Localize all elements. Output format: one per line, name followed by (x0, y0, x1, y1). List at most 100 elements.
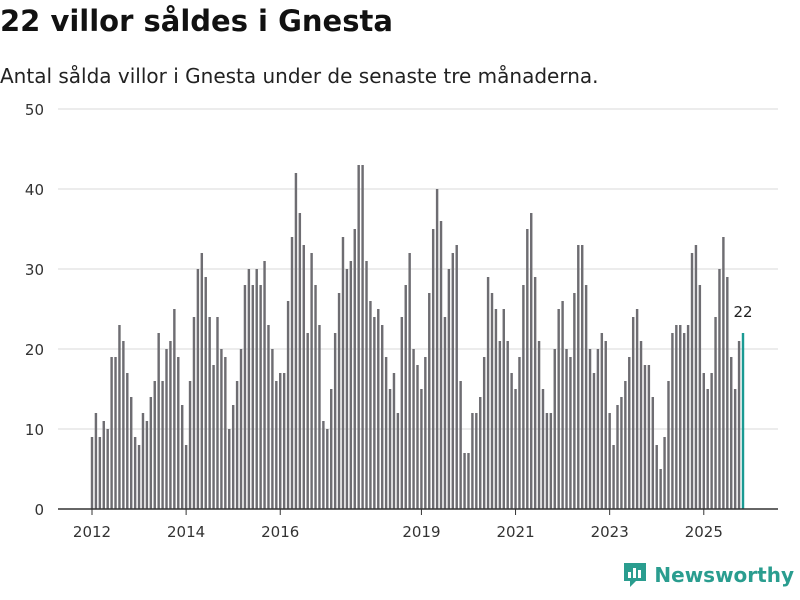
bar (345, 269, 349, 509)
bar (690, 253, 694, 509)
bar (682, 333, 686, 509)
y-tick-label: 50 (25, 101, 44, 119)
bar (118, 325, 121, 509)
bar (408, 253, 411, 509)
bar (94, 413, 98, 509)
bar (392, 373, 396, 509)
bar (341, 237, 345, 509)
bar (530, 213, 533, 509)
bar (698, 285, 702, 509)
bar (130, 397, 133, 509)
bar (106, 429, 109, 509)
bar (459, 381, 462, 509)
x-axis-ticks: 2012 2014 2016 2019 2021 2023 2025 (73, 509, 723, 541)
bar (659, 469, 662, 509)
bar (435, 189, 439, 509)
bar (479, 397, 482, 509)
bar (396, 413, 400, 509)
bar (631, 317, 635, 509)
x-tick-label: 2014 (167, 523, 205, 541)
bar (208, 317, 211, 509)
bar-chart: 0 10 20 30 40 50 2012 2014 2016 2019 2021 2023 2025… (25, 101, 778, 541)
bar (533, 277, 537, 509)
bar (694, 245, 698, 509)
bar (110, 357, 113, 509)
y-axis-ticks: 0 10 20 30 40 50 (25, 101, 44, 519)
bar (643, 365, 647, 509)
bar (514, 389, 517, 509)
bar (526, 229, 529, 509)
bar (302, 245, 305, 509)
bar (471, 413, 474, 509)
bar (455, 245, 458, 509)
bar (588, 349, 592, 509)
bar (224, 357, 227, 509)
bar (722, 237, 725, 509)
bar (710, 373, 713, 509)
y-tick-label: 30 (25, 261, 44, 279)
brand-name: Newsworthy (654, 563, 794, 587)
x-tick-label: 2012 (73, 523, 111, 541)
bar (192, 317, 196, 509)
bar (714, 317, 717, 509)
bar (420, 389, 423, 509)
bar (259, 285, 262, 509)
bar (290, 237, 294, 509)
bar (369, 301, 372, 509)
y-tick-label: 10 (25, 421, 44, 439)
bar (126, 373, 129, 509)
bar (361, 165, 364, 509)
bar (498, 341, 502, 509)
bar (204, 277, 207, 509)
bar (326, 429, 329, 509)
brand-logo: Newsworthy (622, 560, 794, 590)
y-tick-label: 40 (25, 181, 44, 199)
bar (463, 453, 466, 509)
bar (353, 229, 356, 509)
bar (502, 309, 505, 509)
bar (506, 341, 509, 509)
bar (388, 389, 392, 509)
bar (663, 437, 666, 509)
bar (239, 349, 243, 509)
bar (667, 381, 670, 509)
bar (541, 389, 545, 509)
bar (412, 349, 415, 509)
bar (490, 293, 494, 509)
x-tick-label: 2025 (685, 523, 723, 541)
bar (647, 365, 651, 509)
bar (545, 413, 549, 509)
bar (675, 325, 678, 509)
bar (337, 293, 341, 509)
bar-latest (741, 333, 745, 509)
bar (584, 285, 588, 509)
bar (706, 389, 709, 509)
bar (310, 253, 313, 509)
bar (384, 357, 388, 509)
bar (377, 309, 380, 509)
bar (243, 285, 247, 509)
bar (247, 269, 251, 509)
bar (494, 309, 498, 509)
chart-subtitle: Antal sålda villor i Gnesta under de sen… (0, 64, 599, 88)
bar (702, 373, 705, 509)
bar (612, 445, 615, 509)
bar (145, 421, 149, 509)
bar (318, 325, 321, 509)
bar (161, 381, 164, 509)
bar (212, 365, 215, 509)
bar (616, 405, 619, 509)
bar (279, 373, 282, 509)
bar (577, 245, 580, 509)
bar (733, 389, 737, 509)
bar (298, 213, 302, 509)
bar (380, 325, 384, 509)
bar (263, 261, 266, 509)
bar (522, 285, 525, 509)
bar (557, 309, 560, 509)
bar (133, 437, 137, 509)
bar (604, 341, 607, 509)
bar (251, 285, 255, 509)
bar (322, 421, 325, 509)
bar (404, 285, 407, 509)
